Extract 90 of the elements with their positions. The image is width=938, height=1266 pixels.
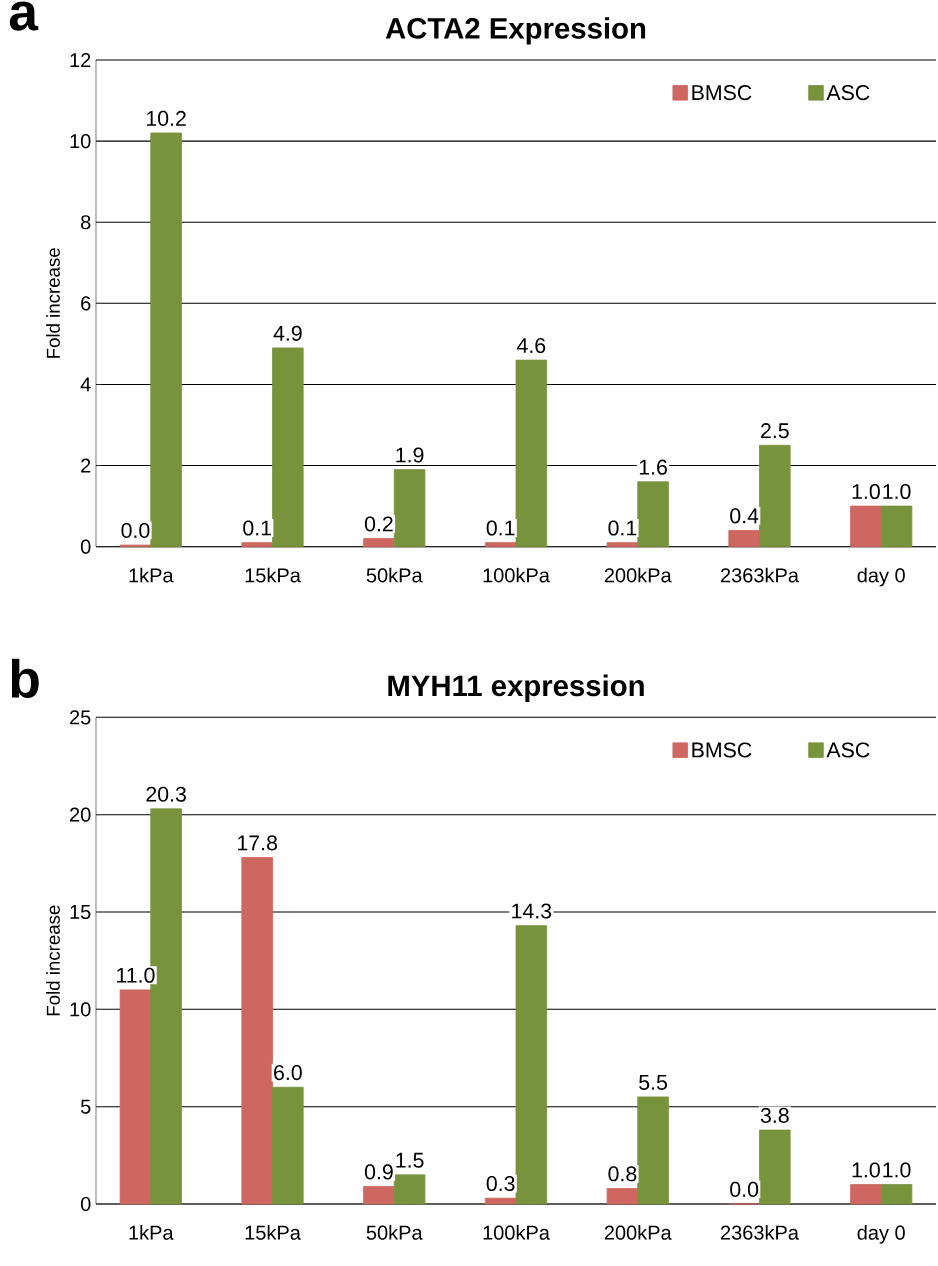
y-tick-label: 10 xyxy=(70,1002,91,1017)
data-label: 0.3 xyxy=(486,1176,515,1192)
y-tick-label: 0 xyxy=(80,539,91,554)
data-label: 0.1 xyxy=(243,520,271,536)
legend-label: BMSC xyxy=(692,742,752,758)
bar xyxy=(393,1174,426,1205)
bar xyxy=(363,1186,395,1205)
x-tick-label: 1kPa xyxy=(129,567,174,583)
data-label: 17.8 xyxy=(238,835,278,851)
y-tick-label: 8 xyxy=(81,215,91,230)
bar xyxy=(484,1197,517,1205)
legend-label: ASC xyxy=(826,85,870,101)
data-label: 0.1 xyxy=(486,520,515,536)
bar xyxy=(484,542,517,548)
data-label: 10.2 xyxy=(146,110,186,126)
x-tick-label: 100kPa xyxy=(483,567,550,583)
bar xyxy=(241,857,273,1205)
data-label: 0.0 xyxy=(121,522,150,538)
y-tick-label: 20 xyxy=(70,807,91,822)
bar xyxy=(880,505,913,548)
bar xyxy=(363,538,395,548)
bar xyxy=(759,444,791,548)
x-tick-label: 2363kPa xyxy=(721,1225,799,1240)
data-label: 0.8 xyxy=(608,1166,637,1182)
data-label: 1.0 xyxy=(883,1162,911,1178)
text: b xyxy=(11,658,39,698)
data-label: 4.6 xyxy=(516,337,546,354)
bar xyxy=(515,359,548,548)
y-tick-label: 6 xyxy=(81,296,91,311)
data-label: 4.9 xyxy=(273,325,302,341)
y-tick-label: 10 xyxy=(70,134,91,149)
bar xyxy=(880,1184,913,1205)
legend-label: BMSC xyxy=(692,85,752,101)
data-label: 0.2 xyxy=(364,516,393,532)
data-label: 0.4 xyxy=(730,508,759,524)
y-tick-label: 2 xyxy=(81,458,91,473)
data-label: 2.5 xyxy=(761,423,789,439)
bar xyxy=(850,1184,882,1205)
data-label: 0.1 xyxy=(608,520,637,536)
x-tick-label: 2363kPa xyxy=(721,567,799,583)
bar xyxy=(606,542,639,548)
data-label: 1.0 xyxy=(852,483,880,500)
data-label: 14.3 xyxy=(512,903,552,919)
bar xyxy=(759,1129,791,1205)
data-label: 0.0 xyxy=(730,1181,759,1197)
text: a xyxy=(9,1,39,31)
bar xyxy=(637,481,669,548)
data-label: 1.9 xyxy=(396,447,424,463)
bar xyxy=(850,505,882,548)
data-label: 1.5 xyxy=(396,1152,424,1168)
bar xyxy=(728,530,760,548)
data-label: 1.0 xyxy=(883,483,911,500)
data-label: 5.5 xyxy=(639,1074,667,1090)
bar xyxy=(637,1096,669,1205)
y-tick-label: 5 xyxy=(80,1099,91,1114)
bar xyxy=(150,132,182,548)
x-tick-label: 50kPa xyxy=(366,567,423,583)
data-label: 3.8 xyxy=(760,1107,789,1123)
bar xyxy=(515,925,548,1205)
x-tick-label: day 0 xyxy=(857,567,905,587)
bar xyxy=(272,347,304,548)
data-label: 20.3 xyxy=(146,786,186,802)
legend-label: ASC xyxy=(826,742,870,758)
x-tick-label: 100kPa xyxy=(483,1225,550,1240)
chart-title: MYH11 expression xyxy=(388,674,644,702)
data-label: 1.0 xyxy=(852,1162,880,1178)
data-label: 1.6 xyxy=(639,459,667,475)
y-tick-label: 25 xyxy=(70,710,91,725)
y-tick-label: 0 xyxy=(80,1196,91,1212)
bar xyxy=(606,1188,639,1205)
y-axis-title: Fold increase xyxy=(46,905,60,1016)
x-tick-label: day 0 xyxy=(857,1225,905,1244)
bar xyxy=(272,1086,304,1205)
bar xyxy=(393,469,426,548)
chart-title: ACTA2 Expression xyxy=(385,17,646,45)
data-label: 0.9 xyxy=(364,1164,393,1180)
x-tick-label: 15kPa xyxy=(245,1225,301,1240)
x-tick-label: 200kPa xyxy=(604,1225,672,1240)
x-tick-label: 1kPa xyxy=(129,1225,174,1240)
bar xyxy=(241,542,273,548)
x-tick-label: 15kPa xyxy=(245,567,301,583)
bar xyxy=(119,989,152,1205)
y-tick-label: 15 xyxy=(70,905,91,919)
x-tick-label: 200kPa xyxy=(604,567,672,583)
data-label: 11.0 xyxy=(117,967,155,983)
y-axis-title: Fold increase xyxy=(46,248,60,358)
data-label: 6.0 xyxy=(274,1065,302,1081)
x-tick-label: 50kPa xyxy=(366,1225,423,1240)
y-tick-label: 4 xyxy=(80,377,91,392)
y-tick-label: 12 xyxy=(70,53,91,67)
